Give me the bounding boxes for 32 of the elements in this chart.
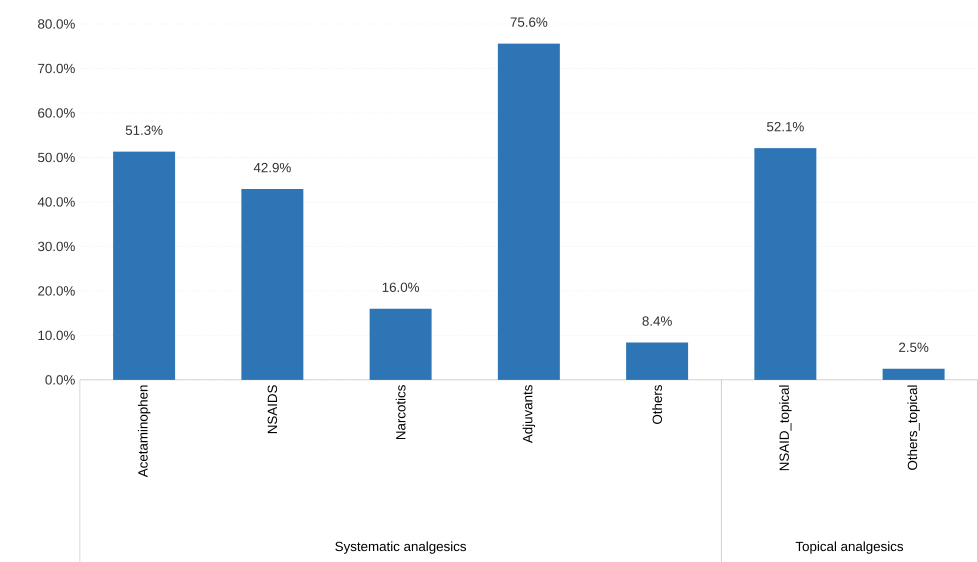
text: Topical analgesics [796,541,904,554]
bar [241,188,304,380]
y-tick-label: 70.0% [38,64,75,74]
text: Systematic analgesics [335,541,466,554]
data-label: 42.9% [254,162,291,172]
data-label: 2.5% [899,342,928,352]
x-tick-label: Others_topical [907,385,920,470]
y-tick-label: 10.0% [38,330,75,340]
y-tick-label: 60.0% [38,108,75,118]
bar [626,342,688,380]
x-tick-label: Adjuvants [522,385,536,444]
x-tick-label: Acetaminophen [138,385,150,478]
y-tick-label: 0.0% [45,375,75,385]
bar [498,44,560,380]
y-tick-label: 20.0% [38,286,75,296]
y-tick-label: 50.0% [38,152,75,162]
data-label: 52.1% [767,122,804,132]
data-label: 75.6% [510,17,548,27]
x-tick-label: Narcotics [396,385,406,440]
bar [113,152,176,380]
data-label: 16.0% [382,282,420,292]
data-label: 51.3% [126,125,163,135]
data-label: 8.4% [642,316,672,326]
y-tick-label: 40.0% [38,197,75,207]
x-tick-label: NSAID_topical [779,385,792,470]
bar [754,148,816,380]
y-tick-label: 80.0% [38,19,75,29]
bar [370,308,432,380]
bar [882,368,945,380]
x-tick-label: Others [652,385,662,424]
x-tick-label: NSAIDS [268,385,278,434]
y-tick-label: 30.0% [38,242,75,252]
